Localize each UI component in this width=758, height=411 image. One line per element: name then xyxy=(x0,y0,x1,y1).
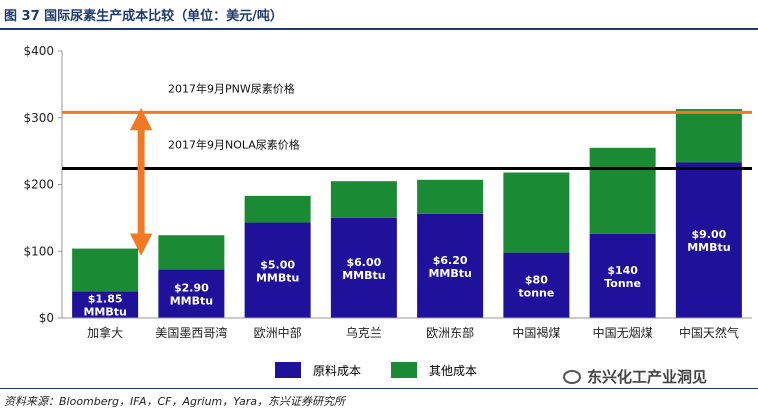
x-category-label: 中国无烟煤 xyxy=(593,325,653,340)
title-divider xyxy=(0,28,758,30)
x-category-label: 乌克兰 xyxy=(346,325,382,340)
bar-other-cost xyxy=(503,172,570,253)
bar-price-label: $2.90 xyxy=(174,282,209,295)
watermark: 东兴化工产业洞见 xyxy=(563,366,707,387)
pnw-price-label: 2017年9月PNW尿素价格 xyxy=(168,81,295,95)
legend-item-raw: 原料成本 xyxy=(275,362,361,379)
watermark-text: 东兴化工产业洞见 xyxy=(587,368,708,386)
figure-title: 图 37 国际尿素生产成本比较（单位：美元/吨） xyxy=(4,9,283,24)
bar-unit-label: MMBtu xyxy=(256,271,299,284)
bar-raw-cost xyxy=(417,213,484,318)
bar-price-label: $80 xyxy=(525,273,548,286)
y-tick-label: $200 xyxy=(23,178,54,192)
bar-unit-label: Tonne xyxy=(604,277,641,290)
bar-unit-label: MMBtu xyxy=(170,295,213,308)
bar-raw-cost xyxy=(675,162,742,318)
y-tick-label: $0 xyxy=(39,311,54,325)
bar-unit-label: MMBtu xyxy=(342,269,385,282)
bar-other-cost xyxy=(417,179,484,214)
cost-comparison-chart: $0$100$200$300$400$1.85MMBtu加拿大$2.90MMBt… xyxy=(23,44,752,340)
source-note: 资料来源：Bloomberg，IFA，CF，Agrium，Yara，东兴证券研究… xyxy=(4,395,345,408)
x-category-label: 欧洲中部 xyxy=(254,325,302,340)
bar-price-label: $9.00 xyxy=(691,228,726,241)
legend-swatch-other xyxy=(391,362,418,378)
legend-label-other: 其他成本 xyxy=(429,363,478,378)
source-divider xyxy=(0,388,758,389)
x-category-label: 加拿大 xyxy=(87,325,123,340)
bar-price-label: $6.20 xyxy=(433,254,468,267)
bar-raw-cost xyxy=(72,291,139,318)
nola-price-label: 2017年9月NOLA尿素价格 xyxy=(168,137,300,151)
bar-raw-cost xyxy=(503,252,570,318)
y-tick-label: $100 xyxy=(23,244,54,258)
bar-other-cost xyxy=(158,235,225,270)
y-tick-label: $400 xyxy=(23,44,54,58)
bar-price-label: $140 xyxy=(607,264,638,277)
bar-raw-cost xyxy=(244,222,311,318)
bar-other-cost xyxy=(244,195,311,223)
bar-other-cost xyxy=(675,109,742,163)
legend: 原料成本 其他成本 xyxy=(275,360,507,380)
y-tick-label: $300 xyxy=(23,111,54,125)
legend-item-other: 其他成本 xyxy=(391,362,477,379)
x-category-label: 中国天然气 xyxy=(679,325,739,340)
bar-raw-cost xyxy=(330,217,397,318)
bar-price-label: $1.85 xyxy=(88,293,123,306)
bar-unit-label: tonne xyxy=(518,286,554,299)
bar-raw-cost xyxy=(589,233,656,318)
bar-price-label: $6.00 xyxy=(346,256,381,269)
x-category-label: 欧洲东部 xyxy=(426,325,474,340)
bar-other-cost xyxy=(330,181,397,218)
x-category-label: 中国褐煤 xyxy=(512,325,560,340)
x-category-label: 美国墨西哥湾 xyxy=(155,325,227,340)
legend-label-raw: 原料成本 xyxy=(313,363,362,378)
legend-swatch-raw xyxy=(275,362,301,378)
bar-unit-label: MMBtu xyxy=(83,306,126,319)
bar-raw-cost xyxy=(158,269,225,318)
bar-other-cost xyxy=(72,248,139,292)
bar-unit-label: MMBtu xyxy=(687,241,730,254)
bar-price-label: $5.00 xyxy=(260,258,295,271)
wechat-icon xyxy=(563,369,581,384)
bar-other-cost xyxy=(589,147,656,234)
bar-unit-label: MMBtu xyxy=(428,267,471,280)
